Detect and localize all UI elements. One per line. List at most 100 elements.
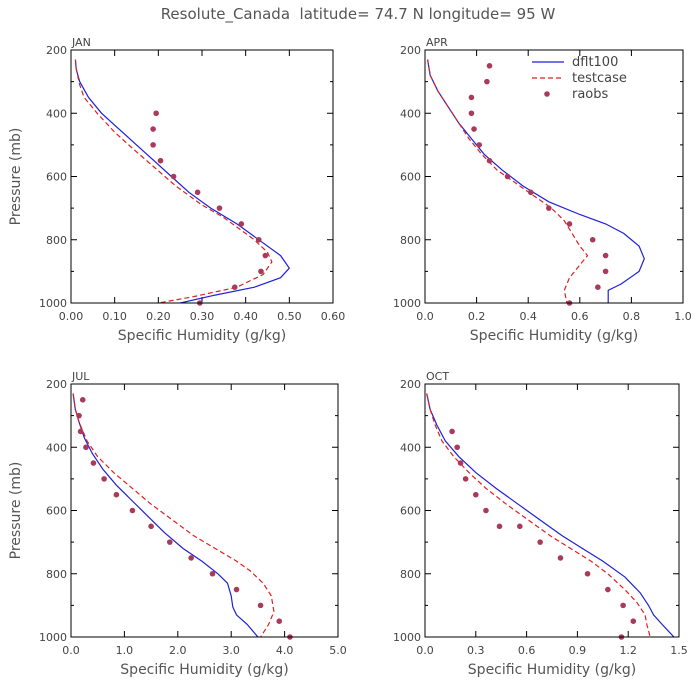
y-axis-title: Pressure (mb) — [8, 128, 24, 226]
dflt100-line — [72, 393, 259, 637]
y-tick-label: 800 — [46, 234, 67, 247]
x-tick-label: 1.2 — [619, 644, 637, 657]
y-tick-label: 200 — [400, 378, 421, 391]
raobs-point — [557, 555, 564, 561]
plot-frame — [70, 49, 334, 304]
panel-label: JUL — [71, 370, 90, 383]
raobs-point — [90, 460, 97, 466]
x-tick-label: 0.00 — [59, 310, 84, 323]
raobs-point — [194, 189, 201, 196]
panel-jan: 0.00 0.10 0.20 0.30 0.40 0.50 0.60 200 400 600 800… — [8, 36, 345, 344]
raobs-point — [517, 523, 523, 530]
x-tick-label: 0.9 — [569, 644, 587, 657]
y-tick-label: 600 — [400, 505, 421, 518]
x-tick-label: 0.2 — [468, 310, 486, 323]
raobs-point — [148, 523, 154, 530]
raobs-point — [602, 252, 609, 259]
y-tick-label: 200 — [46, 44, 67, 57]
raobs-point — [101, 476, 107, 482]
raobs-point — [258, 268, 264, 275]
raobs-point — [170, 173, 177, 180]
x-tick-label: 2.0 — [169, 644, 187, 657]
y-tick-label: 400 — [400, 107, 421, 120]
dflt100-line — [74, 59, 291, 303]
panel-jul: 0.0 1.0 2.0 3.0 4.0 5.0 200 400 600 800 1000 JUL Spe… — [8, 370, 347, 678]
x-tick-label: 1.0 — [674, 310, 692, 323]
raobs-point — [484, 78, 490, 85]
raobs-point — [566, 221, 573, 227]
raobs-point — [209, 570, 216, 577]
raobs-point — [537, 539, 543, 545]
raobs-point — [589, 236, 596, 243]
x-tick-label: 0.4 — [519, 310, 537, 323]
raobs-point — [238, 221, 245, 227]
raobs-point — [476, 142, 482, 148]
raobs-point — [113, 491, 120, 498]
x-tick-label: 3.0 — [222, 644, 240, 657]
y-tick-label: 800 — [400, 234, 421, 247]
raobs-point — [504, 173, 511, 180]
raobs-point — [486, 63, 493, 69]
legend-label: raobs — [572, 87, 609, 102]
x-axis-title: Specific Humidity (g/kg) — [120, 662, 288, 678]
x-tick-label: 0.8 — [623, 310, 641, 323]
raobs-point — [188, 555, 194, 561]
chart-title: Resolute_Canada latitude= 74.7 N longitu… — [161, 5, 556, 24]
raobs-point — [468, 110, 475, 117]
x-tick-label: 0.60 — [321, 310, 346, 323]
raobs-point — [262, 252, 269, 259]
x-tick-label: 1.0 — [116, 644, 134, 657]
testcase-line — [426, 393, 651, 637]
y-tick-label: 400 — [46, 107, 67, 120]
raobs-point — [276, 618, 283, 624]
x-tick-label: 0.50 — [277, 310, 302, 323]
x-tick-label: 0.0 — [62, 644, 80, 657]
raobs-point — [471, 126, 477, 132]
raobs-point — [462, 476, 469, 482]
raobs-point — [150, 126, 156, 132]
raobs-point — [233, 586, 240, 593]
y-tick-label: 600 — [46, 171, 67, 184]
panel-label: OCT — [426, 370, 449, 383]
y-tick-label: 400 — [400, 441, 421, 454]
y-tick-label: 600 — [400, 171, 421, 184]
raobs-point — [457, 460, 464, 466]
x-tick-label: 0.0 — [416, 644, 434, 657]
x-tick-label: 5.0 — [329, 644, 347, 657]
panel-oct: 0.0 0.3 0.6 0.9 1.2 1.5 200 400 600 800 1000 OCT Spe… — [393, 370, 688, 678]
raobs-point — [473, 491, 479, 498]
raobs-point — [454, 444, 460, 451]
raobs-point — [620, 602, 626, 609]
raobs-point — [483, 507, 489, 514]
testcase-line — [427, 59, 589, 303]
raobs-point — [153, 110, 159, 117]
raobs-point — [486, 157, 493, 164]
x-tick-label: 0.10 — [102, 310, 127, 323]
y-tick-label: 1000 — [393, 297, 421, 310]
x-tick-label: 0.20 — [146, 310, 171, 323]
panel-apr: 0.0 0.2 0.4 0.6 0.8 1.0 200 400 600 800 1000 APR Spe… — [393, 36, 692, 344]
raobs-point — [150, 142, 156, 148]
x-tick-label: 0.6 — [518, 644, 536, 657]
y-tick-label: 200 — [400, 44, 421, 57]
plot-frame — [424, 383, 680, 638]
raobs-point — [630, 618, 637, 624]
raobs-point — [602, 268, 609, 275]
raobs-point — [129, 507, 136, 514]
x-tick-label: 4.0 — [276, 644, 294, 657]
raobs-point — [468, 94, 475, 101]
raobs-point — [584, 570, 591, 577]
x-tick-label: 0.3 — [467, 644, 485, 657]
y-tick-label: 800 — [46, 568, 67, 581]
raobs-point — [76, 412, 82, 419]
plot-frame — [424, 49, 684, 304]
legend-label: dflt100 — [572, 55, 618, 70]
testcase-line — [72, 393, 275, 637]
y-tick-label: 1000 — [393, 631, 421, 644]
raobs-point — [79, 397, 86, 403]
x-tick-label: 0.40 — [233, 310, 258, 323]
x-axis-title: Specific Humidity (g/kg) — [468, 662, 636, 678]
x-axis-title: Specific Humidity (g/kg) — [118, 328, 286, 344]
y-axis-title: Pressure (mb) — [8, 462, 24, 560]
